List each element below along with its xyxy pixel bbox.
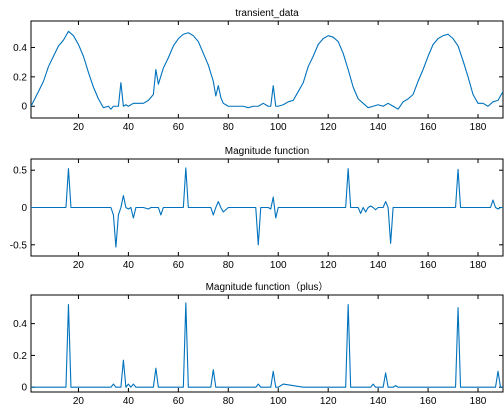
y-tick-label: -0.5 [10,240,28,251]
axes-frame [30,20,504,119]
x-tick-label: 180 [470,122,487,133]
x-tick-label: 100 [270,260,287,271]
series-line-1 [31,302,503,388]
chart-title: Magnitude function [225,146,310,157]
x-tick-label: 140 [370,396,387,406]
x-tick-label: 80 [223,122,235,133]
x-tick-label: 80 [223,260,235,271]
x-tick-label: 60 [173,396,185,406]
x-tick-label: 40 [123,122,135,133]
x-tick-label: 100 [270,396,287,406]
x-tick-label: 40 [123,260,135,271]
x-tick-label: 100 [270,122,287,133]
y-tick-label: 0.5 [13,166,27,177]
series-line-1 [31,30,503,110]
x-tick-label: 20 [73,122,85,133]
x-tick-label: 160 [420,260,437,271]
x-tick-label: 60 [173,260,185,271]
x-tick-label: 160 [420,396,437,406]
chart-title: transient_data [235,8,299,19]
chart-title: Magnitude function（plus） [206,281,329,293]
x-tick-label: 80 [223,396,235,406]
x-tick-label: 20 [73,396,85,406]
y-tick-label: 0 [21,203,27,214]
series-line-1 [31,167,503,248]
chart-panel-1: transient_data 20 40 60 80 100 120 140 160 180 0 0.… [13,8,504,133]
axes-frame [30,294,504,393]
x-tick-label: 180 [470,396,487,406]
y-tick-label: 0.4 [13,319,27,330]
chart-panel-2: Magnitude function 20 40 60 80 100 120 140 160 18… [10,146,504,271]
x-tick-label: 120 [320,260,337,271]
x-tick-label: 160 [420,122,437,133]
y-tick-label: 0 [21,383,27,394]
x-tick-label: 60 [173,122,185,133]
x-tick-label: 20 [73,260,85,271]
x-tick-label: 120 [320,122,337,133]
y-tick-label: 0.2 [13,72,27,83]
x-tick-label: 140 [370,122,387,133]
x-tick-label: 180 [470,260,487,271]
x-tick-label: 140 [370,260,387,271]
y-tick-label: 0 [21,102,27,113]
x-tick-label: 40 [123,396,135,406]
y-tick-label: 0.2 [13,351,27,362]
y-tick-label: 0.4 [13,43,27,54]
chart-panel-3: Magnitude function（plus） 20 40 60 80 100 120 14… [13,281,504,406]
x-tick-label: 120 [320,396,337,406]
